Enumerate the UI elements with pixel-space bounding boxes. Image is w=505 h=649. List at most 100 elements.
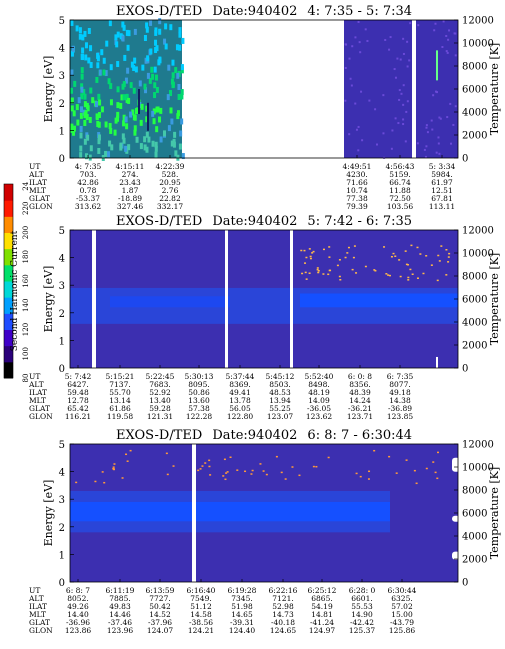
cell-glon: 121.31	[147, 412, 173, 421]
hot-pixel	[447, 256, 450, 258]
heat-cell	[133, 114, 137, 121]
heat-cell	[109, 83, 113, 90]
hot-pixel	[280, 471, 283, 474]
heat-cell	[122, 81, 126, 88]
heat-cell	[96, 121, 100, 128]
cell-alt: 274.	[122, 170, 139, 179]
y2-tick-label: 6000	[462, 295, 487, 306]
cell-alt: 8095.	[188, 380, 209, 389]
cell-ilat: 51.12	[190, 602, 212, 611]
colorbar-tick-label: 100	[22, 347, 30, 360]
cell-ilat: 55.70	[109, 388, 131, 397]
cell-ilat: 61.97	[431, 178, 453, 187]
heat-cell	[171, 72, 175, 79]
y2-tick-label: 4000	[462, 108, 487, 119]
cell-ut: 6:30:44	[388, 586, 417, 595]
region-fill	[344, 20, 412, 158]
hot-pixel	[448, 252, 451, 255]
hot-pixel	[236, 469, 239, 471]
colorbar-swatch	[4, 345, 13, 363]
heat-cell	[170, 140, 174, 147]
cell-glat: 57.38	[188, 404, 210, 413]
cell-alt: 4230.	[346, 170, 367, 179]
heat-cell	[163, 38, 167, 45]
heat-cell	[122, 114, 126, 121]
heat-cell	[154, 151, 158, 158]
cell-alt: 6601.	[351, 594, 372, 603]
panel-title-part: 5: 7:42 - 6: 7:35	[307, 214, 412, 229]
hot-pixel	[229, 456, 232, 459]
heat-cell	[129, 111, 133, 118]
cell-ut: 5:15:21	[106, 372, 135, 381]
cell-glat: 67.81	[431, 194, 452, 203]
y-tick-label: 5	[59, 226, 65, 237]
hot-pixel	[413, 469, 416, 472]
cell-ut: 4:56:43	[386, 162, 415, 171]
heat-cell	[364, 28, 367, 31]
heat-cell	[169, 24, 173, 31]
y2-axis-label: Temperature [K]	[488, 467, 501, 559]
heat-cell	[97, 93, 101, 100]
cell-alt: 8498.	[308, 380, 329, 389]
heat-cell	[354, 36, 357, 39]
heat-cell	[178, 44, 182, 51]
hot-pixel	[392, 252, 395, 255]
heat-cell	[351, 45, 354, 48]
hot-pixel	[438, 260, 441, 262]
heat-cell	[104, 70, 108, 77]
heat-cell	[95, 113, 99, 120]
y-tick-label: 3	[59, 71, 65, 82]
cell-alt: 7121.	[272, 594, 293, 603]
hot-pixel	[410, 244, 413, 247]
heat-cell	[159, 107, 163, 114]
heat-cell	[115, 41, 119, 48]
cell-ut: 6: 7:35	[387, 372, 414, 381]
heat-cell	[70, 126, 74, 133]
heat-cell	[360, 90, 363, 93]
heat-cell	[150, 66, 154, 73]
heat-cell	[348, 133, 351, 136]
cell-alt: 703.	[80, 170, 97, 179]
hot-pixel	[404, 250, 407, 252]
heat-cell	[446, 116, 449, 119]
cell-ut: 6: 0: 8	[348, 372, 372, 381]
colorbar-swatch	[4, 184, 13, 201]
cell-ut: 4: 7:35	[75, 162, 102, 171]
row-label-glon: GLON	[29, 412, 53, 421]
heat-cell	[404, 140, 407, 143]
cell-alt: 8503.	[269, 380, 290, 389]
heat-cell	[349, 77, 352, 80]
heat-cell	[134, 108, 138, 115]
cell-ut: 5:52:40	[305, 372, 334, 381]
cell-glon: 124.97	[309, 626, 335, 635]
heat-cell	[147, 136, 151, 143]
heat-cell	[131, 109, 135, 116]
hot-pixel	[327, 273, 330, 276]
hot-pixel	[166, 473, 169, 476]
heat-cell	[91, 97, 95, 104]
cell-alt: 8077.	[389, 380, 410, 389]
heat-cell	[170, 118, 174, 125]
data-gap	[92, 230, 96, 368]
hot-pixel	[197, 469, 200, 472]
hot-pixel	[311, 252, 314, 254]
cell-ilat: 48.19	[308, 388, 330, 397]
hot-pixel	[75, 481, 78, 484]
y-tick-label: 5	[59, 16, 65, 27]
heat-cell	[176, 72, 180, 79]
hot-pixel	[445, 249, 448, 251]
heat-cell	[398, 98, 401, 101]
heat-cell	[171, 81, 175, 88]
cell-ilat: 50.86	[188, 388, 210, 397]
streak	[436, 356, 438, 371]
y2-axis-label: Temperature [K]	[488, 253, 501, 345]
cell-glon: 123.62	[306, 412, 332, 421]
hot-pixel	[315, 465, 318, 468]
heat-cell	[454, 105, 457, 108]
hot-pixel	[407, 276, 410, 279]
panel-title-part: EXOS-D/TED	[116, 428, 202, 443]
hot-pixel	[309, 255, 312, 258]
heat-cell	[445, 50, 448, 53]
heat-cell	[425, 126, 428, 129]
hot-pixel	[226, 471, 229, 473]
